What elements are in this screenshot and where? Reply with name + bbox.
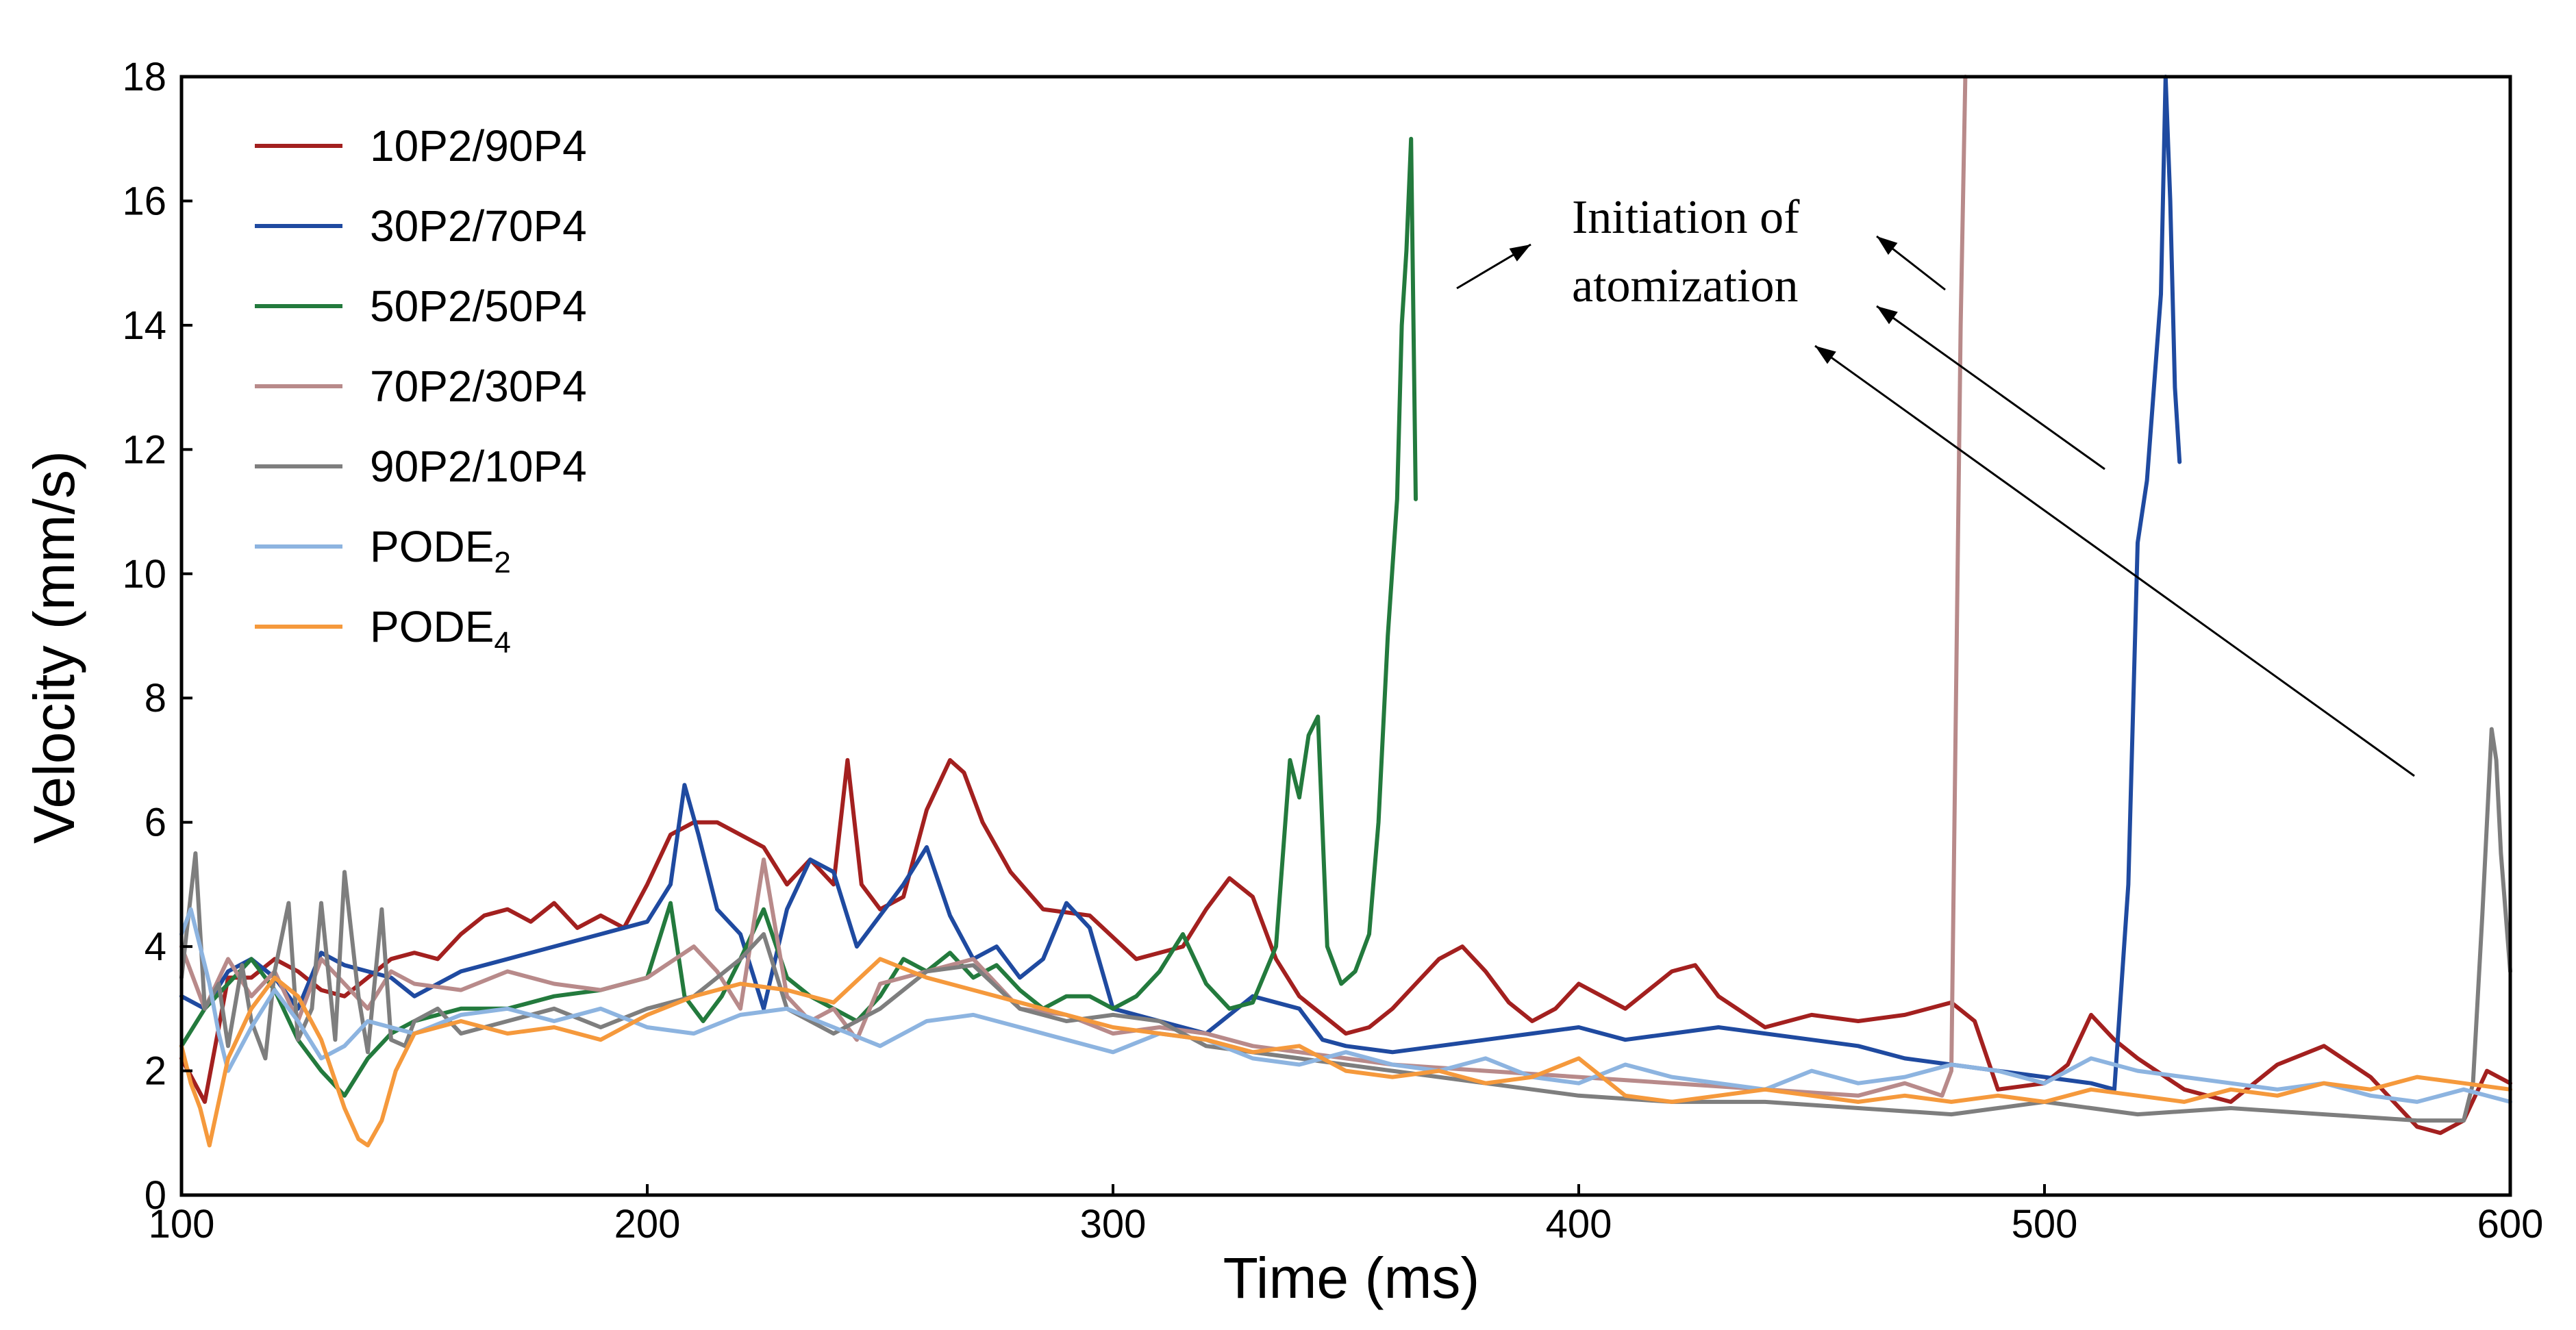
x-tick-label: 100 [149, 1202, 215, 1246]
series-line-7 [179, 957, 2512, 1148]
plot-frame [179, 75, 2512, 1197]
legend: 10P2/90P4 30P2/70P4 50P2/50P4 70P2/30P4 90P2… [255, 121, 587, 660]
annotation: Initiation of atomization [1456, 191, 2415, 777]
axis-ticks: 100 200 300 400 500 600 0 2 4 6 8 10 12 14 16 18 [122, 55, 2543, 1246]
y-tick-label: 0 [145, 1173, 166, 1218]
y-tick-label: 10 [122, 552, 166, 597]
legend-label-3: 50P2/50P4 [370, 281, 587, 331]
y-axis-title: Velocity (mm/s) [22, 451, 86, 844]
series-line-3 [179, 136, 1418, 1098]
legend-label-4: 70P2/30P4 [370, 362, 587, 411]
annotation-arrow-head-1 [1509, 244, 1531, 262]
y-tick-label: 14 [122, 303, 166, 348]
y-tick-label: 2 [145, 1049, 166, 1094]
y-tick-label: 12 [122, 427, 166, 472]
legend-label-6: PODE2 [370, 522, 511, 579]
annotation-arrow-line-4 [1814, 344, 2415, 777]
y-tick-label: 8 [145, 676, 166, 720]
y-tick-label: 4 [145, 925, 166, 969]
legend-label-2: 30P2/70P4 [370, 201, 587, 251]
annotation-arrow-head-2 [1877, 236, 1898, 255]
annotation-arrow-line-3 [1876, 305, 2105, 470]
x-tick-label: 600 [2477, 1202, 2544, 1246]
y-tick-label: 18 [122, 55, 166, 99]
series-line-1 [179, 757, 2512, 1135]
x-tick-label: 200 [614, 1202, 681, 1246]
y-tick-label: 6 [145, 801, 166, 845]
annotation-text-line1: Initiation of [1572, 191, 1800, 244]
legend-label-7: PODE4 [370, 602, 511, 660]
legend-label-1: 10P2/90P4 [370, 121, 587, 171]
annotation-text-line2: atomization [1572, 260, 1798, 312]
legend-label-5: 90P2/10P4 [370, 442, 587, 491]
x-axis-title: Time (ms) [1223, 1246, 1480, 1310]
x-tick-label: 500 [2012, 1202, 2078, 1246]
x-tick-label: 300 [1080, 1202, 1147, 1246]
series-line-6 [179, 907, 2512, 1104]
annotation-arrow-head-4 [1815, 346, 1836, 364]
annotation-arrow-head-3 [1877, 306, 1898, 325]
series-line-5 [179, 727, 2512, 1123]
series-layer [179, 75, 2512, 1148]
series-line-2 [179, 75, 2182, 1092]
y-tick-label: 16 [122, 179, 166, 223]
x-tick-label: 400 [1546, 1202, 1612, 1246]
